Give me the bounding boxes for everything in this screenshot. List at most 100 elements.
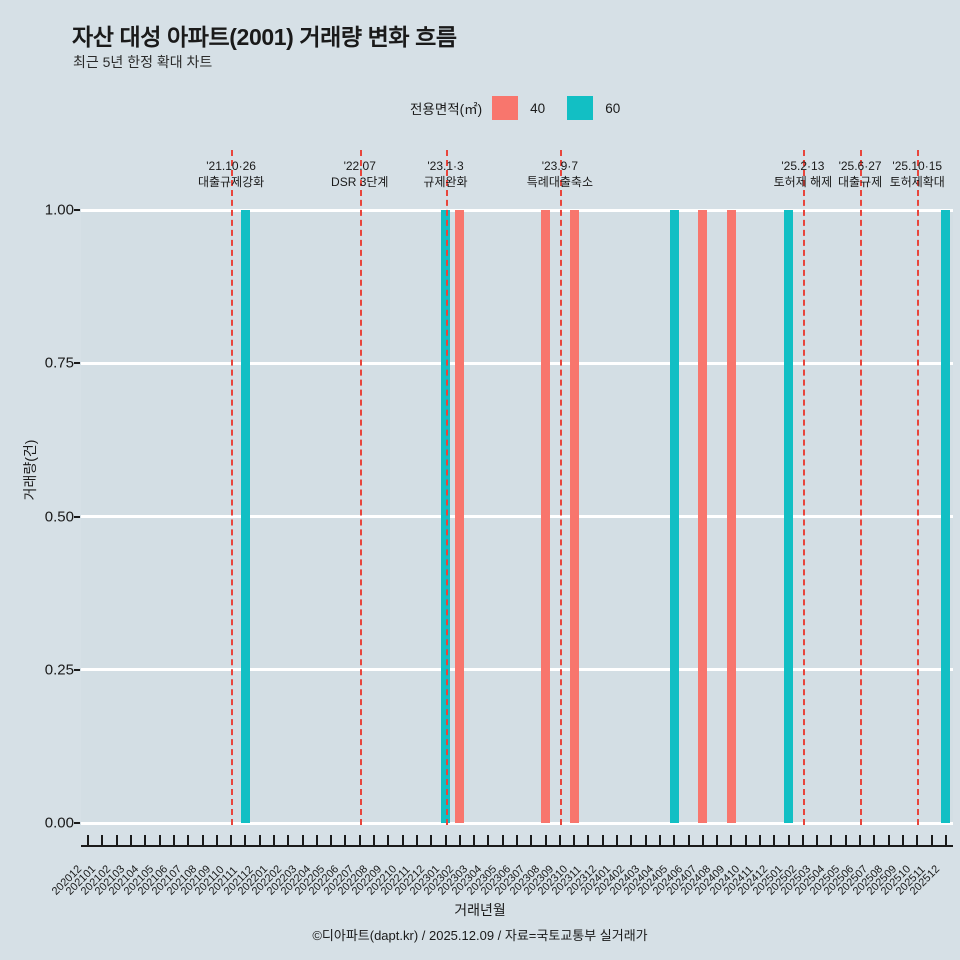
event-annotation-202110: '21.10·26 대출규제강화	[198, 158, 264, 190]
x-tick-mark	[101, 835, 104, 846]
x-tick-mark	[458, 835, 461, 846]
x-tick-mark	[115, 835, 118, 846]
x-tick-mark	[873, 835, 876, 846]
gridline	[81, 361, 953, 365]
x-tick-mark	[444, 835, 447, 846]
event-text: DSR 3단계	[331, 175, 389, 189]
event-date: '25.2·13	[781, 159, 825, 173]
x-tick-mark	[144, 835, 147, 846]
plot-area	[81, 150, 953, 825]
x-tick-mark	[415, 835, 418, 846]
x-tick-mark	[344, 835, 347, 846]
event-text: 규제완화	[423, 175, 468, 189]
event-line-202207	[359, 150, 362, 825]
x-tick-mark	[844, 835, 847, 846]
event-annotation-202502: '25.2·13 토허제 해제	[774, 158, 833, 190]
event-date: '23.1·3	[427, 159, 464, 173]
x-tick-mark	[215, 835, 218, 846]
x-tick-mark	[701, 835, 704, 846]
event-annotation-202510: '25.10·15 토허제확대	[890, 158, 945, 190]
x-tick-mark	[501, 835, 504, 846]
x-tick-mark	[658, 835, 661, 846]
x-tick-mark	[773, 835, 776, 846]
x-tick-mark	[716, 835, 719, 846]
event-line-202110	[231, 150, 234, 825]
x-tick-mark	[130, 835, 133, 846]
bar-40-202409[interactable]	[726, 210, 736, 823]
event-line-202301	[445, 150, 448, 825]
event-line-202506	[860, 150, 863, 825]
x-axis-line	[81, 845, 953, 847]
bar-40-202308[interactable]	[541, 210, 551, 823]
x-tick-mark	[258, 835, 261, 846]
event-annotation-202309: '23.9·7 특례대출축소	[527, 158, 593, 190]
y-tick-label: 0.50	[44, 508, 74, 525]
gridline	[81, 668, 953, 672]
y-tick-label: 0.75	[44, 354, 74, 372]
x-tick-mark	[387, 835, 390, 846]
x-tick-mark	[801, 835, 804, 846]
x-tick-mark	[887, 835, 890, 846]
legend: 전용면적(㎡) 40 60	[410, 96, 642, 120]
x-tick-mark	[230, 835, 233, 846]
x-tick-mark	[401, 835, 404, 846]
x-tick-mark	[544, 835, 547, 846]
x-tick-mark	[558, 835, 561, 846]
bar-60-202501[interactable]	[784, 210, 794, 823]
y-axis-label: 거래량(건)	[22, 439, 38, 501]
x-tick-mark	[630, 835, 633, 846]
y-tick-mark	[74, 209, 80, 211]
y-tick-mark	[74, 515, 80, 518]
event-date: '25.10·15	[892, 159, 943, 173]
footer-credit: ©디아파트(dapt.kr) / 2025.12.09 / 자료=국토교통부 실…	[312, 928, 648, 943]
bar-40-202407[interactable]	[698, 210, 708, 823]
x-tick-mark	[787, 835, 790, 846]
x-tick-mark	[916, 835, 919, 846]
event-date: '25.6·27	[838, 159, 882, 173]
x-tick-mark	[673, 835, 676, 846]
x-tick-mark	[201, 835, 204, 846]
x-tick-mark	[944, 835, 947, 846]
x-axis: 202012 202101 202102 202103 202104 202105 2021…	[50, 823, 953, 933]
x-tick-mark	[172, 835, 175, 846]
bar-60-202405[interactable]	[669, 210, 679, 823]
event-annotation-202207: '22.07 DSR 3단계	[331, 158, 388, 190]
x-tick-mark	[373, 835, 376, 846]
bar-40-202302[interactable]	[455, 210, 465, 823]
gridline	[81, 208, 953, 212]
x-tick-mark	[616, 835, 619, 846]
x-tick-mark	[587, 835, 590, 846]
y-tick-mark	[74, 362, 80, 365]
legend-swatch-40[interactable]	[492, 96, 519, 120]
x-tick-mark	[816, 835, 819, 846]
x-tick-mark	[87, 835, 90, 846]
event-text: 토허제 해제	[773, 175, 833, 189]
y-axis: 0.00 0.25 0.50 0.75 1.00	[0, 202, 80, 832]
x-tick-mark	[430, 835, 433, 846]
event-text: 대출규제강화	[197, 175, 265, 189]
x-tick-mark	[573, 835, 576, 846]
x-tick-mark	[601, 835, 604, 846]
legend-swatch-60[interactable]	[567, 96, 594, 120]
x-tick-mark	[730, 835, 733, 846]
x-tick-mark	[301, 835, 304, 846]
event-date: '23.9·7	[541, 159, 579, 173]
event-line-202502	[802, 150, 805, 825]
x-tick-mark	[272, 835, 275, 846]
event-text: 토허제확대	[889, 175, 945, 189]
x-tick-mark	[859, 835, 862, 846]
x-tick-mark	[187, 835, 190, 846]
bar-40-202310[interactable]	[569, 210, 579, 823]
x-axis-label: 거래년월	[454, 902, 506, 918]
legend-title: 전용면적(㎡)	[410, 102, 483, 117]
bar-60-202111[interactable]	[240, 210, 250, 823]
x-tick-mark	[644, 835, 647, 846]
x-tick-mark	[244, 835, 247, 846]
x-tick-mark	[487, 835, 490, 846]
y-tick-mark	[74, 668, 80, 671]
x-tick-mark	[516, 835, 518, 846]
x-tick-mark	[830, 835, 833, 846]
bar-60-202512[interactable]	[941, 210, 951, 823]
x-tick-mark	[287, 835, 290, 846]
event-annotation-202506: '25.6·27 대출규제	[838, 158, 882, 190]
